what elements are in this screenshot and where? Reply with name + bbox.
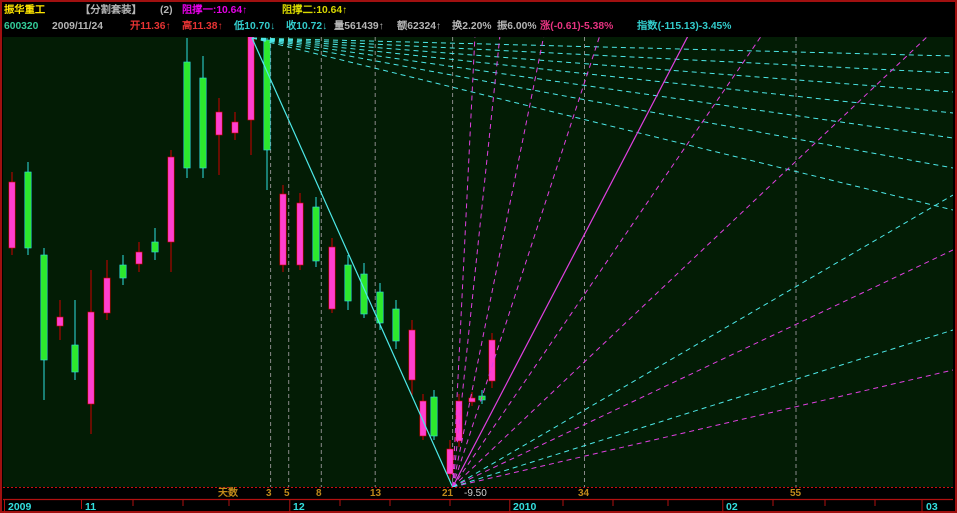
svg-text:高11.38↑: 高11.38↑ bbox=[182, 19, 223, 32]
svg-text:阻撑一:10.64↑: 阻撑一:10.64↑ bbox=[182, 3, 247, 16]
svg-text:3: 3 bbox=[266, 488, 272, 499]
svg-text:8: 8 bbox=[316, 488, 322, 499]
svg-text:阻撑二:10.64↑: 阻撑二:10.64↑ bbox=[282, 3, 347, 16]
svg-text:02: 02 bbox=[726, 501, 738, 513]
svg-text:-9.50: -9.50 bbox=[464, 488, 487, 499]
svg-text:21: 21 bbox=[442, 488, 454, 499]
svg-text:【分割套装】: 【分割套装】 bbox=[80, 3, 142, 16]
svg-text:振6.00%: 振6.00% bbox=[497, 19, 537, 32]
svg-text:55: 55 bbox=[790, 488, 802, 499]
svg-text:12: 12 bbox=[293, 501, 305, 513]
svg-text:5: 5 bbox=[284, 488, 290, 499]
svg-text:34: 34 bbox=[578, 488, 590, 499]
svg-text:收10.72↓: 收10.72↓ bbox=[286, 19, 327, 32]
svg-text:振华重工: 振华重工 bbox=[4, 3, 45, 16]
svg-text:换2.20%: 换2.20% bbox=[452, 19, 492, 32]
svg-text:03: 03 bbox=[926, 501, 938, 513]
svg-text:11: 11 bbox=[85, 501, 96, 513]
svg-text:600320: 600320 bbox=[4, 21, 39, 32]
svg-text:涨(-0.61)-5.38%: 涨(-0.61)-5.38% bbox=[539, 19, 613, 32]
svg-text:开11.36↑: 开11.36↑ bbox=[130, 20, 171, 32]
svg-text:量561439↑: 量561439↑ bbox=[334, 19, 384, 32]
svg-text:2009: 2009 bbox=[8, 501, 32, 513]
svg-text:2009/11/24: 2009/11/24 bbox=[52, 21, 103, 32]
svg-text:(2): (2) bbox=[160, 5, 173, 16]
svg-text:2010: 2010 bbox=[513, 501, 537, 513]
svg-text:额62324↑: 额62324↑ bbox=[397, 19, 441, 32]
svg-text:天数: 天数 bbox=[218, 486, 239, 499]
svg-text:指数(-115.13)-3.45%: 指数(-115.13)-3.45% bbox=[637, 19, 731, 32]
svg-text:13: 13 bbox=[370, 488, 382, 499]
svg-text:低10.70↓: 低10.70↓ bbox=[233, 19, 275, 32]
